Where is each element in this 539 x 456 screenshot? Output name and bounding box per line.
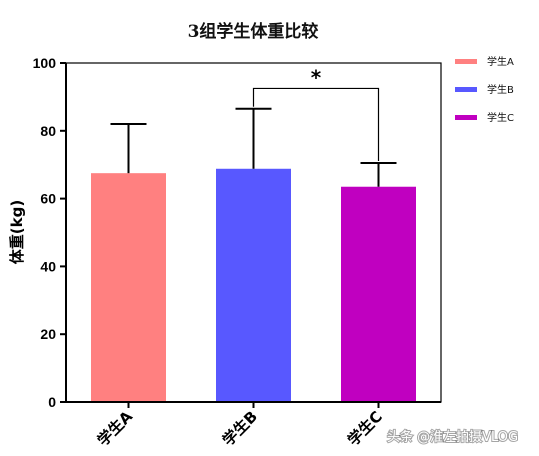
legend-label: 学生C [487, 111, 514, 124]
legend: 学生A 学生B 学生C [455, 55, 514, 124]
y-tick-label: 20 [40, 326, 56, 342]
x-tick-label: 学生B [219, 407, 261, 449]
significance-layer: * [252, 65, 380, 162]
significance-bracket [252, 87, 380, 162]
y-tick-label: 60 [40, 191, 56, 207]
legend-swatch [455, 115, 477, 120]
y-tick-label: 0 [48, 394, 56, 410]
legend-swatch [455, 59, 477, 64]
watermark-text: 头条 @淮左拍摄VLOG [387, 429, 518, 445]
y-tick-label: 40 [40, 258, 56, 274]
x-tick-label: 学生A [94, 407, 136, 449]
x-tick-label: 学生C [344, 408, 386, 450]
bar-学生A [91, 173, 166, 402]
y-axis-label: 体重(kg) [8, 200, 26, 264]
bar-学生B [216, 168, 291, 402]
legend-swatch [455, 87, 477, 92]
bars-layer [91, 168, 416, 402]
legend-label: 学生B [487, 83, 514, 96]
y-tick-label: 80 [40, 123, 56, 139]
chart-title: 3组学生体重比较 [188, 21, 319, 42]
y-tick-label: 100 [33, 55, 57, 71]
significance-star: * [311, 65, 322, 89]
bar-学生C [341, 186, 416, 402]
legend-label: 学生A [487, 55, 514, 68]
error-bars-layer [110, 107, 397, 187]
